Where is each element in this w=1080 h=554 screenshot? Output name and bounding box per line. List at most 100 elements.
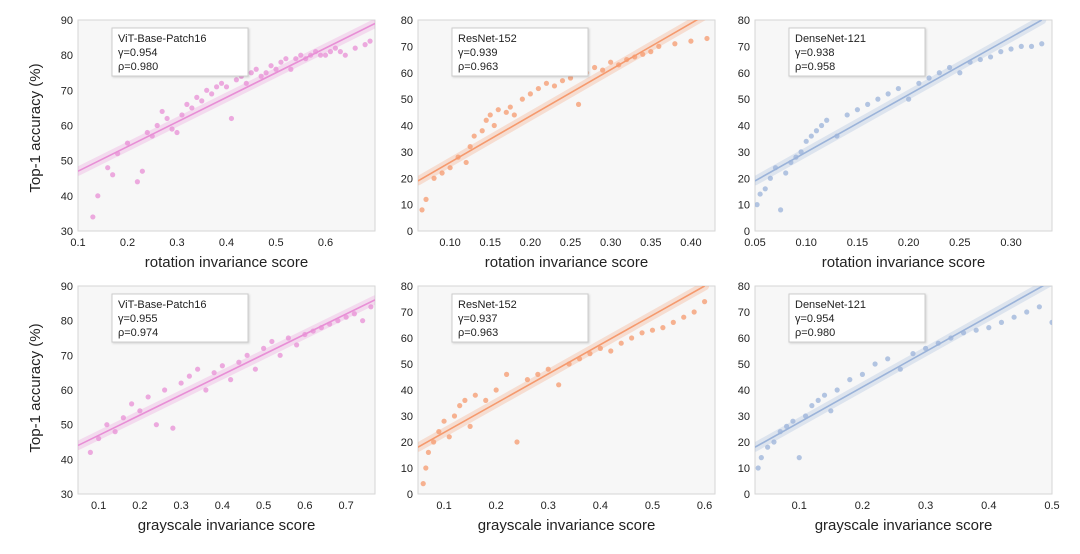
data-point bbox=[803, 138, 809, 144]
data-point bbox=[824, 117, 830, 123]
fit-line bbox=[78, 22, 375, 172]
y-tick-label: 60 bbox=[738, 333, 750, 345]
data-point bbox=[431, 439, 437, 445]
data-point bbox=[423, 465, 429, 471]
y-tick-label: 60 bbox=[61, 385, 73, 397]
data-point bbox=[936, 70, 942, 76]
data-point bbox=[821, 392, 828, 398]
data-point bbox=[186, 373, 192, 379]
legend-rho: ρ=0.963 bbox=[458, 327, 498, 339]
data-point bbox=[772, 165, 779, 171]
data-point bbox=[688, 38, 694, 44]
x-tick-label: 0.10 bbox=[439, 237, 460, 249]
x-tick-label: 0.10 bbox=[795, 237, 816, 249]
data-point bbox=[223, 84, 230, 90]
x-tick-label: 0.25 bbox=[949, 237, 970, 249]
data-point bbox=[263, 70, 269, 76]
data-point bbox=[957, 70, 963, 76]
data-point bbox=[204, 87, 210, 93]
y-tick-label: 80 bbox=[61, 50, 73, 62]
x-tick-label: 0.3 bbox=[173, 500, 188, 512]
data-point bbox=[691, 309, 697, 315]
data-point bbox=[137, 408, 143, 414]
x-tick-label: 0.2 bbox=[855, 500, 870, 512]
x-tick-label: 0.30 bbox=[1000, 237, 1021, 249]
data-point bbox=[524, 377, 531, 383]
data-point bbox=[977, 56, 983, 63]
data-point bbox=[112, 429, 118, 435]
data-point bbox=[639, 330, 645, 336]
data-point bbox=[493, 387, 499, 393]
data-point bbox=[436, 429, 442, 435]
chart-panel-5: 0 10 20 30 40 50 60 70 80 0.1 0.2 0.3 0.4 0.5 0.6 grays… bbox=[401, 281, 716, 534]
x-tick-label: 0.05 bbox=[744, 237, 765, 249]
data-point bbox=[872, 361, 878, 367]
x-tick-label: 0.4 bbox=[593, 500, 608, 512]
y-tick-label: 40 bbox=[61, 454, 73, 466]
data-point bbox=[559, 78, 566, 84]
data-point bbox=[467, 423, 473, 429]
data-point bbox=[179, 112, 185, 118]
data-point bbox=[704, 35, 710, 42]
chart-panel-6: 0 10 20 30 40 50 60 70 80 0.1 0.2 0.3 0.4 0.5 grayscal… bbox=[738, 281, 1060, 534]
legend-box bbox=[111, 293, 249, 343]
plot-marks bbox=[755, 286, 1052, 471]
data-point bbox=[423, 196, 429, 202]
x-tick-label: 0.6 bbox=[697, 500, 712, 512]
data-point bbox=[236, 359, 242, 365]
legend-box bbox=[451, 27, 589, 77]
data-point bbox=[322, 52, 329, 58]
data-point bbox=[916, 80, 922, 86]
legend-gamma: γ=0.939 bbox=[458, 47, 497, 59]
plot-marks bbox=[78, 295, 375, 455]
legend-gamma: γ=0.955 bbox=[118, 313, 157, 325]
data-point bbox=[169, 126, 175, 132]
data-point bbox=[755, 202, 760, 208]
y-tick-label: 50 bbox=[401, 94, 413, 106]
y-tick-label: 50 bbox=[61, 156, 73, 168]
x-tick-label: 0.15 bbox=[847, 237, 868, 249]
data-point bbox=[248, 70, 254, 76]
data-point bbox=[629, 335, 635, 341]
data-point bbox=[757, 191, 763, 197]
data-point bbox=[457, 403, 463, 409]
data-point bbox=[115, 151, 121, 157]
data-point bbox=[327, 321, 333, 327]
data-point bbox=[960, 330, 967, 336]
data-point bbox=[1028, 43, 1035, 49]
y-tick-label: 70 bbox=[61, 85, 73, 97]
data-point bbox=[503, 371, 510, 377]
data-point bbox=[368, 304, 374, 310]
data-point bbox=[543, 80, 550, 86]
data-point bbox=[796, 455, 802, 461]
legend-rho: ρ=0.958 bbox=[795, 61, 835, 73]
data-point bbox=[551, 83, 558, 89]
data-point bbox=[441, 418, 447, 424]
data-point bbox=[566, 361, 572, 367]
data-point bbox=[624, 56, 630, 63]
data-point bbox=[755, 465, 761, 471]
legend-model-name: ResNet-152 bbox=[458, 299, 517, 311]
data-point bbox=[503, 109, 509, 115]
data-point bbox=[317, 52, 324, 58]
data-point bbox=[923, 345, 929, 351]
y-tick-label: 0 bbox=[407, 489, 413, 501]
y-axis-label-bottom-row: Top-1 accuracy (%) bbox=[27, 323, 44, 452]
x-tick-label: 0.3 bbox=[918, 500, 933, 512]
data-point bbox=[987, 54, 994, 60]
data-point bbox=[1039, 41, 1045, 47]
y-tick-label: 0 bbox=[407, 226, 413, 238]
data-point bbox=[153, 422, 159, 428]
x-tick-label: 0.4 bbox=[219, 237, 234, 249]
legend-box bbox=[451, 293, 589, 343]
data-point bbox=[767, 175, 773, 181]
data-point bbox=[337, 49, 343, 55]
data-point bbox=[105, 165, 111, 171]
data-point bbox=[303, 56, 309, 62]
fit-line bbox=[755, 20, 1043, 182]
data-point bbox=[145, 394, 151, 400]
data-point bbox=[308, 52, 314, 58]
data-point bbox=[859, 371, 866, 377]
legend-model-name: DenseNet-121 bbox=[795, 33, 866, 45]
data-point bbox=[342, 52, 348, 58]
